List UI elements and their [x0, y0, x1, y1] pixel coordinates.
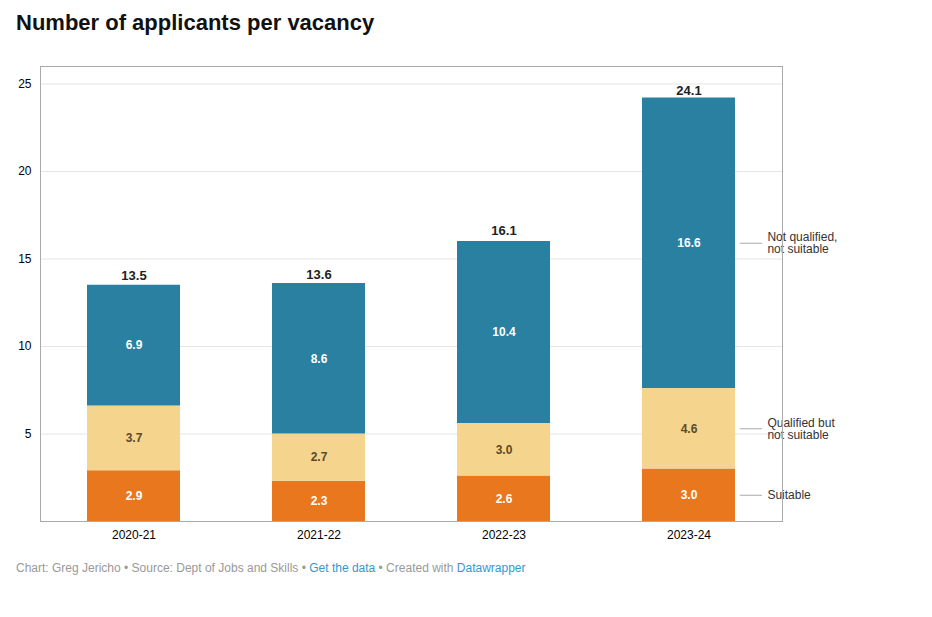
svg-text:4.6: 4.6: [681, 422, 698, 436]
svg-text:2.3: 2.3: [311, 494, 328, 508]
svg-text:2020-21: 2020-21: [112, 528, 156, 542]
svg-text:20: 20: [18, 164, 32, 178]
html-text:Chart: Greg Jericho • Source:: Chart: Greg Jericho • Source: Dept of Jo…: [16, 561, 526, 575]
svg-text:2.6: 2.6: [496, 492, 513, 506]
svg-text:13.6: 13.6: [306, 267, 331, 282]
svg-text:10.4: 10.4: [492, 325, 516, 339]
svg-text:Suitable: Suitable: [767, 488, 811, 502]
svg-text:2021-22: 2021-22: [297, 528, 341, 542]
svg-text:2022-23: 2022-23: [482, 528, 526, 542]
svg-text:3.0: 3.0: [496, 443, 513, 457]
svg-text:25: 25: [18, 77, 32, 91]
svg-text:3.7: 3.7: [126, 431, 143, 445]
html-text:Number of applicants per vacan: Number of applicants per vacancy: [16, 10, 375, 35]
svg-text:2.7: 2.7: [311, 450, 328, 464]
svg-text:2.9: 2.9: [126, 489, 143, 503]
svg-text:5: 5: [25, 427, 32, 441]
svg-text:6.9: 6.9: [126, 338, 143, 352]
svg-text:16.6: 16.6: [677, 236, 701, 250]
svg-text:8.6: 8.6: [311, 352, 328, 366]
svg-text:15: 15: [18, 252, 32, 266]
svg-text:Qualified butnot suitable: Qualified butnot suitable: [767, 416, 835, 442]
svg-text:Not qualified,not suitable: Not qualified,not suitable: [767, 230, 837, 256]
svg-text:2023-24: 2023-24: [667, 528, 711, 542]
svg-text:24.1: 24.1: [676, 83, 701, 98]
svg-text:3.0: 3.0: [681, 488, 698, 502]
svg-text:10: 10: [18, 339, 32, 353]
svg-text:16.1: 16.1: [491, 223, 516, 238]
svg-text:13.5: 13.5: [121, 268, 146, 283]
